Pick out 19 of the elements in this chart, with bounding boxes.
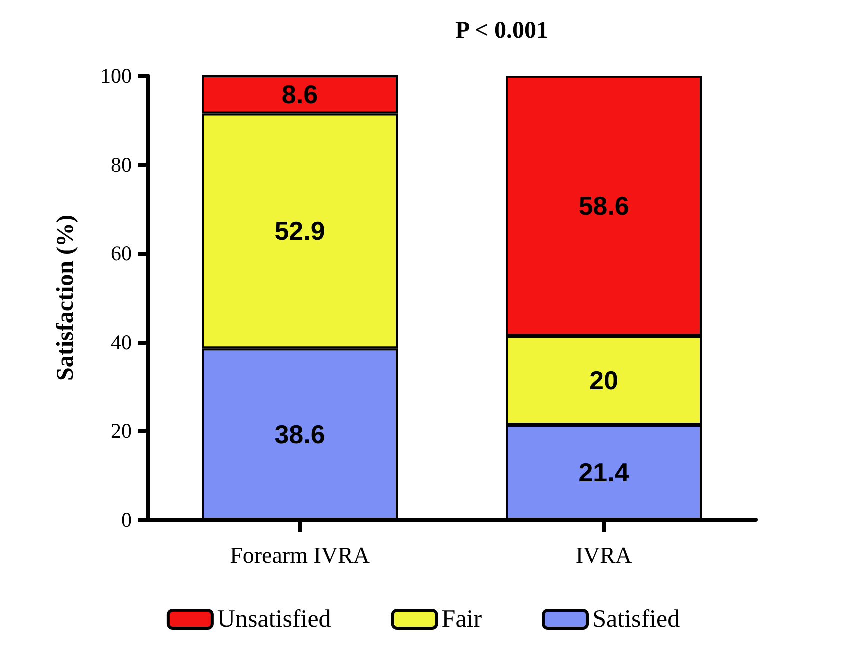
y-tick-label: 60 — [111, 242, 132, 266]
data-label: 20 — [590, 366, 618, 396]
data-label: 8.6 — [282, 80, 318, 110]
y-tick-label: 40 — [111, 330, 132, 354]
y-tick-label: 100 — [100, 64, 132, 88]
y-tick-label: 80 — [111, 152, 132, 177]
x-tick-label: IVRA — [576, 543, 632, 568]
x-tick-label: Forearm IVRA — [230, 543, 370, 568]
legend-label: Fair — [442, 606, 483, 633]
legend-label: Satisfied — [592, 606, 681, 633]
data-label: 58.6 — [578, 191, 630, 222]
data-label: 52.9 — [274, 216, 326, 246]
legend-label: Unsatisfied — [217, 606, 332, 633]
y-tick-label: 0 — [122, 508, 132, 532]
chart-title: P < 0.001 — [455, 18, 549, 44]
y-tick-label: 20 — [111, 419, 132, 444]
y-axis-title: Satisfaction (%) — [53, 215, 79, 381]
data-label: 38.6 — [274, 419, 326, 450]
data-label: 21.4 — [578, 457, 630, 488]
